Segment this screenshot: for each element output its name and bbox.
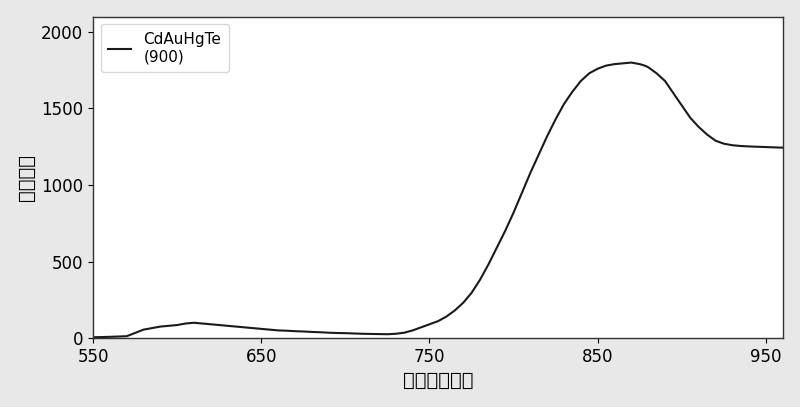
CdAuHgTe
(900) — [307, 330, 317, 335]
Legend: CdAuHgTe
(900): CdAuHgTe (900) — [101, 24, 229, 72]
X-axis label: 波长（纳米）: 波长（纳米） — [402, 371, 473, 390]
CdAuHgTe
(900) — [88, 335, 98, 340]
CdAuHgTe
(900) — [391, 331, 401, 336]
Line: CdAuHgTe
(900): CdAuHgTe (900) — [93, 63, 782, 337]
CdAuHgTe
(900) — [290, 329, 300, 334]
CdAuHgTe
(900) — [610, 62, 619, 67]
CdAuHgTe
(900) — [509, 210, 518, 215]
CdAuHgTe
(900) — [626, 60, 636, 65]
CdAuHgTe
(900) — [778, 145, 787, 150]
CdAuHgTe
(900) — [399, 330, 409, 335]
Y-axis label: 荧光强度: 荧光强度 — [17, 154, 36, 201]
